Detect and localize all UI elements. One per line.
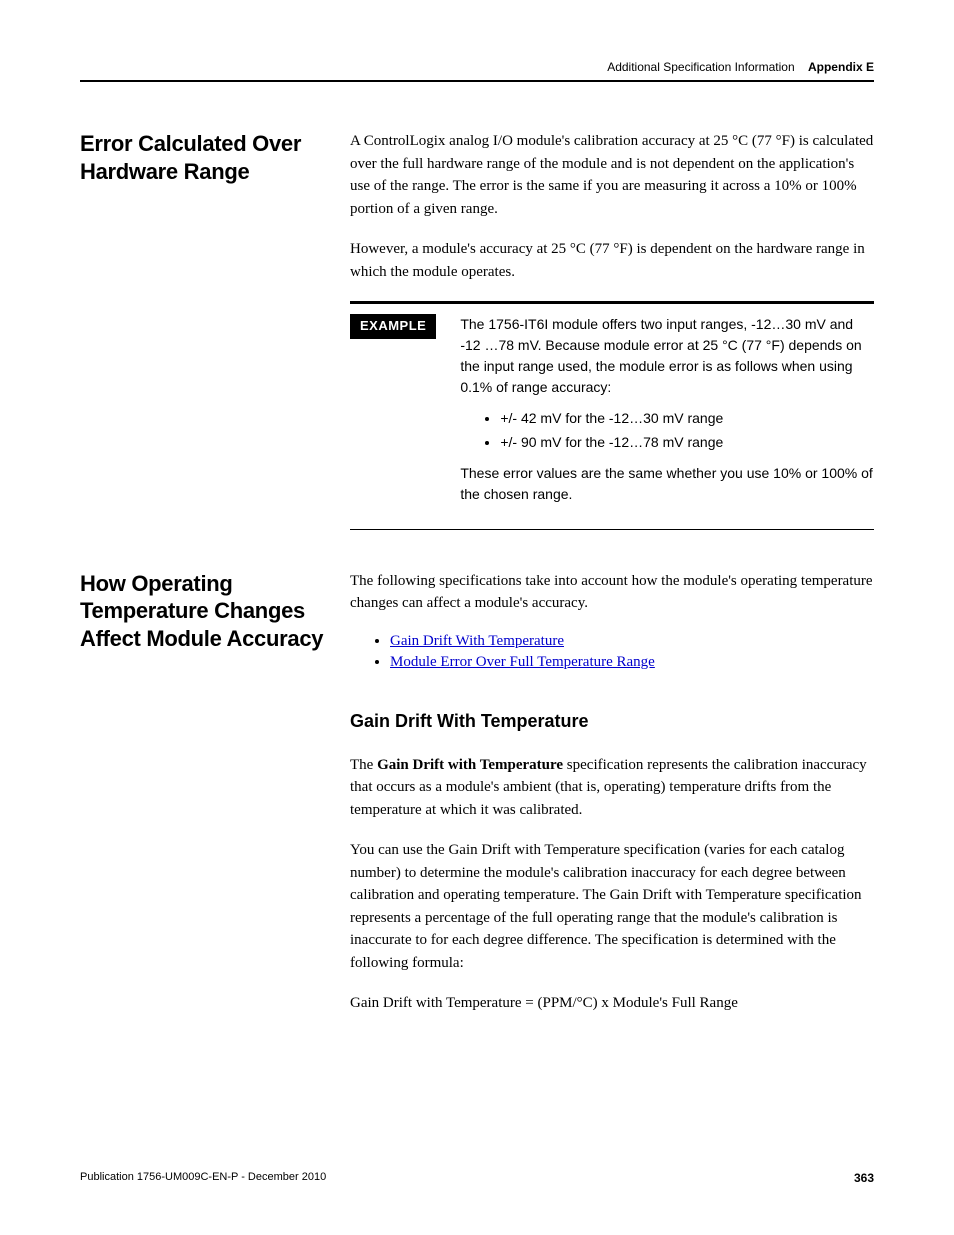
link-item: Gain Drift With Temperature: [390, 633, 874, 650]
example-bullet-list: +/- 42 mV for the -12…30 mV range +/- 90…: [460, 408, 874, 453]
side-heading-operating: How Operating Temperature Changes Affect…: [80, 570, 350, 653]
header-appendix: Appendix E: [808, 60, 874, 74]
s2-para1: The following specifications take into a…: [350, 570, 874, 615]
example-box: EXAMPLE The 1756-IT6I module offers two …: [350, 301, 874, 530]
section-error-calculated: Error Calculated Over Hardware Range A C…: [80, 130, 874, 530]
side-heading-error: Error Calculated Over Hardware Range: [80, 130, 350, 185]
s2-sub-para1: The Gain Drift with Temperature specific…: [350, 754, 874, 822]
page: Additional Specification Information App…: [0, 0, 954, 1235]
example-tail: These error values are the same whether …: [460, 463, 874, 505]
footer-publication: Publication 1756-UM009C-EN-P - December …: [80, 1171, 326, 1185]
s1-para1: A ControlLogix analog I/O module's calib…: [350, 130, 874, 220]
header-title: Additional Specification Information: [607, 60, 794, 74]
s2-sub-para1-bold: Gain Drift with Temperature: [377, 757, 563, 773]
footer: Publication 1756-UM009C-EN-P - December …: [80, 1171, 874, 1185]
s1-para2: However, a module's accuracy at 25 °C (7…: [350, 238, 874, 283]
body-col-1: A ControlLogix analog I/O module's calib…: [350, 130, 874, 530]
example-label: EXAMPLE: [350, 314, 436, 339]
example-content: The 1756-IT6I module offers two input ra…: [460, 314, 874, 515]
link-gain-drift[interactable]: Gain Drift With Temperature: [390, 633, 564, 649]
section-how-operating: How Operating Temperature Changes Affect…: [80, 570, 874, 1033]
link-module-error[interactable]: Module Error Over Full Temperature Range: [390, 654, 655, 670]
subheading-gain-drift: Gain Drift With Temperature: [350, 711, 874, 732]
link-item: Module Error Over Full Temperature Range: [390, 654, 874, 671]
running-header: Additional Specification Information App…: [80, 60, 874, 82]
s2-sub-para2: You can use the Gain Drift with Temperat…: [350, 839, 874, 974]
formula: Gain Drift with Temperature = (PPM/°C) x…: [350, 992, 874, 1015]
content-area: Error Calculated Over Hardware Range A C…: [80, 130, 874, 1073]
body-link-list: Gain Drift With Temperature Module Error…: [350, 633, 874, 671]
footer-page-number: 363: [854, 1171, 874, 1185]
s2-sub-para1-a: The: [350, 757, 377, 773]
example-row: EXAMPLE The 1756-IT6I module offers two …: [350, 314, 874, 515]
body-col-2: The following specifications take into a…: [350, 570, 874, 1033]
example-intro: The 1756-IT6I module offers two input ra…: [460, 314, 874, 398]
example-bullet: +/- 90 mV for the -12…78 mV range: [500, 432, 874, 452]
example-bullet: +/- 42 mV for the -12…30 mV range: [500, 408, 874, 428]
